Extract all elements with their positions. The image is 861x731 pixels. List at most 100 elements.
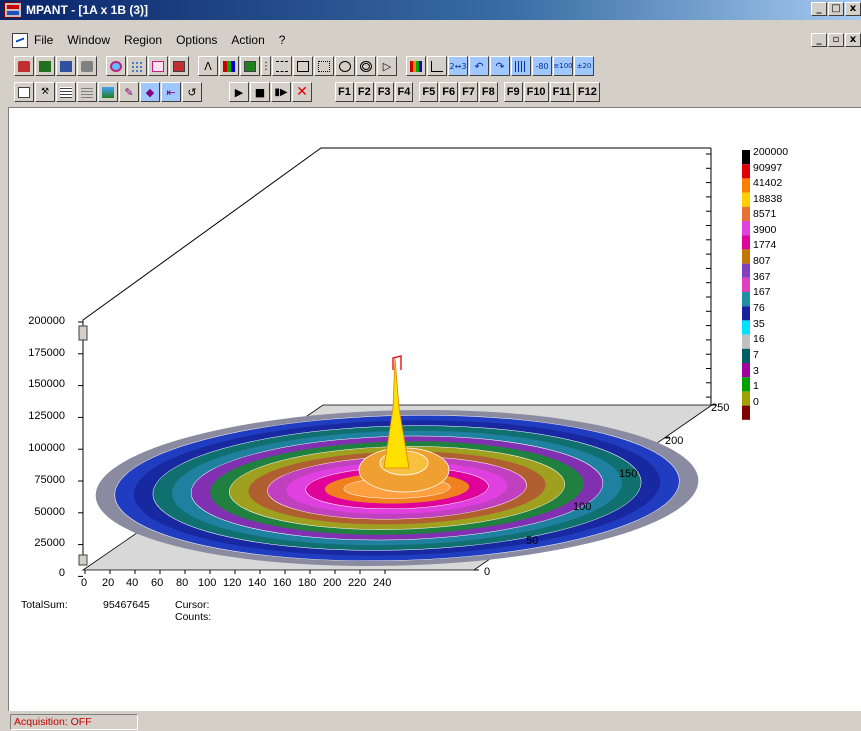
grid-icon[interactable] <box>511 56 531 76</box>
x-tick-label: 240 <box>373 577 392 589</box>
f3-button[interactable]: F3 <box>374 82 394 102</box>
x-tick-label: 220 <box>348 577 367 589</box>
print-icon[interactable] <box>77 56 97 76</box>
ring-icon[interactable] <box>356 56 376 76</box>
title-bar: MPANT - [1A x 1B (3)] _ □ x <box>0 0 861 20</box>
f2-button[interactable]: F2 <box>354 82 374 102</box>
acquisition-status: Acquisition: OFF <box>10 714 138 730</box>
erase-icon[interactable]: ✕ <box>292 82 312 102</box>
legend-label: 200000 <box>753 146 789 158</box>
ellipse-icon[interactable] <box>335 56 355 76</box>
list-icon[interactable] <box>77 82 97 102</box>
f11-button[interactable]: F11 <box>549 82 574 102</box>
fit-icon[interactable]: ✎ <box>119 82 139 102</box>
edit-icon[interactable] <box>240 56 260 76</box>
freehand-icon[interactable]: ▷ <box>377 56 397 76</box>
f5-button[interactable]: F5 <box>419 82 439 102</box>
f4-button[interactable]: F4 <box>394 82 414 102</box>
f7-button[interactable]: F7 <box>459 82 478 102</box>
legend-label: 7 <box>753 349 759 361</box>
f10-button[interactable]: F10 <box>523 82 549 102</box>
document-icon[interactable] <box>12 32 28 48</box>
minimize-button[interactable]: _ <box>811 2 827 16</box>
document-icon-tool[interactable] <box>14 82 34 102</box>
x-tick-label: 140 <box>248 577 267 589</box>
picture-icon[interactable] <box>98 82 118 102</box>
stop-icon[interactable]: ■ <box>250 82 270 102</box>
close-button[interactable]: x <box>845 2 861 16</box>
x-tick-label: 0 <box>81 577 88 589</box>
bars-icon[interactable] <box>219 56 239 76</box>
menu-help[interactable]: ? <box>278 33 286 47</box>
legend-swatch <box>742 320 750 335</box>
y-tick-label: 150000 <box>28 378 65 390</box>
f6-button[interactable]: F6 <box>439 82 459 102</box>
f8-button[interactable]: F8 <box>478 82 498 102</box>
angle-icon[interactable]: -80 <box>532 56 552 76</box>
scale-icon[interactable]: ≡100 <box>553 56 573 76</box>
vertical-dots-icon[interactable]: ⋮ <box>261 56 271 76</box>
x-tick-label: 180 <box>298 577 317 589</box>
child-minimize-button[interactable]: _ <box>811 33 827 47</box>
legend-label: 90997 <box>753 162 783 174</box>
save-all-icon[interactable] <box>56 56 76 76</box>
zoom-region-icon[interactable] <box>148 56 168 76</box>
z-tick-label: 250 <box>711 402 730 414</box>
menu-file[interactable]: File <box>34 33 54 47</box>
f9-button[interactable]: F9 <box>503 82 523 102</box>
open-icon[interactable] <box>14 56 34 76</box>
legend-swatch <box>742 150 750 165</box>
y-tick-label: 75000 <box>34 474 65 486</box>
display-icon[interactable] <box>169 56 189 76</box>
legend-swatch <box>742 249 750 264</box>
peak-icon[interactable]: Λ <box>198 56 218 76</box>
menu-region[interactable]: Region <box>124 33 163 47</box>
undo-icon[interactable]: ↺ <box>182 82 202 102</box>
maximize-button[interactable]: □ <box>828 2 844 16</box>
legend-swatch <box>742 348 750 363</box>
z-tick-label: 50 <box>526 535 539 547</box>
axis-icon[interactable] <box>427 56 447 76</box>
surface-plot[interactable] <box>9 108 861 712</box>
rectangle-icon[interactable] <box>293 56 313 76</box>
menu-window[interactable]: Window <box>67 33 111 47</box>
start-icon[interactable]: ▶ <box>229 82 249 102</box>
settings-icon[interactable]: ⚒ <box>35 82 55 102</box>
legend-swatch <box>742 277 750 292</box>
legend-swatch <box>742 391 750 406</box>
arrow-icon[interactable]: ⇤ <box>161 82 181 102</box>
hlines-icon[interactable] <box>272 56 292 76</box>
f12-button[interactable]: F12 <box>574 82 600 102</box>
table-icon[interactable] <box>56 82 76 102</box>
child-restore-button[interactable]: ▫ <box>828 33 844 47</box>
menu-options[interactable]: Options <box>176 33 218 47</box>
scatter-icon[interactable] <box>127 56 147 76</box>
zoom-icon[interactable] <box>106 56 126 76</box>
save-icon[interactable] <box>35 56 55 76</box>
y-tick-label: 50000 <box>34 506 65 518</box>
app-icon[interactable] <box>4 2 22 18</box>
legend-label: 1 <box>753 380 759 392</box>
menu-action[interactable]: Action <box>231 33 265 47</box>
legend-swatch <box>742 206 750 221</box>
ticks-icon[interactable]: ±20 <box>574 56 594 76</box>
continue-icon[interactable]: ▮▶ <box>271 82 291 102</box>
swap-axes-icon[interactable]: 2↔3 <box>448 56 468 76</box>
rotate-left-icon[interactable]: ↶ <box>469 56 489 76</box>
peak <box>383 357 410 469</box>
totalsum-label: TotalSum: <box>21 599 68 611</box>
polygon-icon[interactable] <box>314 56 334 76</box>
child-close-button[interactable]: x <box>845 33 861 47</box>
scatter2-icon[interactable]: ◆ <box>140 82 160 102</box>
rotate-right-icon[interactable]: ↷ <box>490 56 510 76</box>
f1-button[interactable]: F1 <box>335 82 354 102</box>
plot-area[interactable]: 200000 175000 150000 125000 100000 75000… <box>8 107 861 711</box>
legend-swatch <box>742 292 750 307</box>
color-bars-icon[interactable] <box>406 56 426 76</box>
y-tick-label: 125000 <box>28 410 65 422</box>
y-scroll-top <box>78 325 88 341</box>
legend-label: 167 <box>753 286 771 298</box>
legend-label: 18838 <box>753 193 783 205</box>
legend-label: 3900 <box>753 224 777 236</box>
x-tick-label: 120 <box>223 577 242 589</box>
